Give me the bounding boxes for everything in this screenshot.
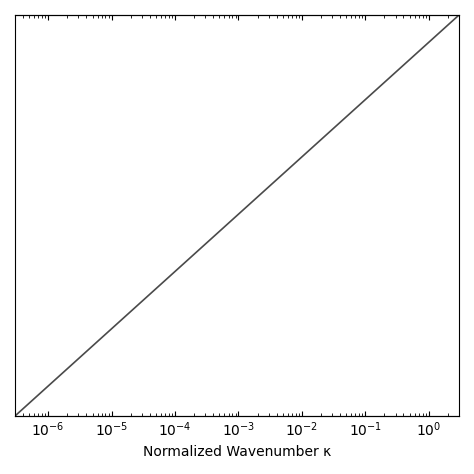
X-axis label: Normalized Wavenumber κ: Normalized Wavenumber κ bbox=[143, 445, 331, 459]
